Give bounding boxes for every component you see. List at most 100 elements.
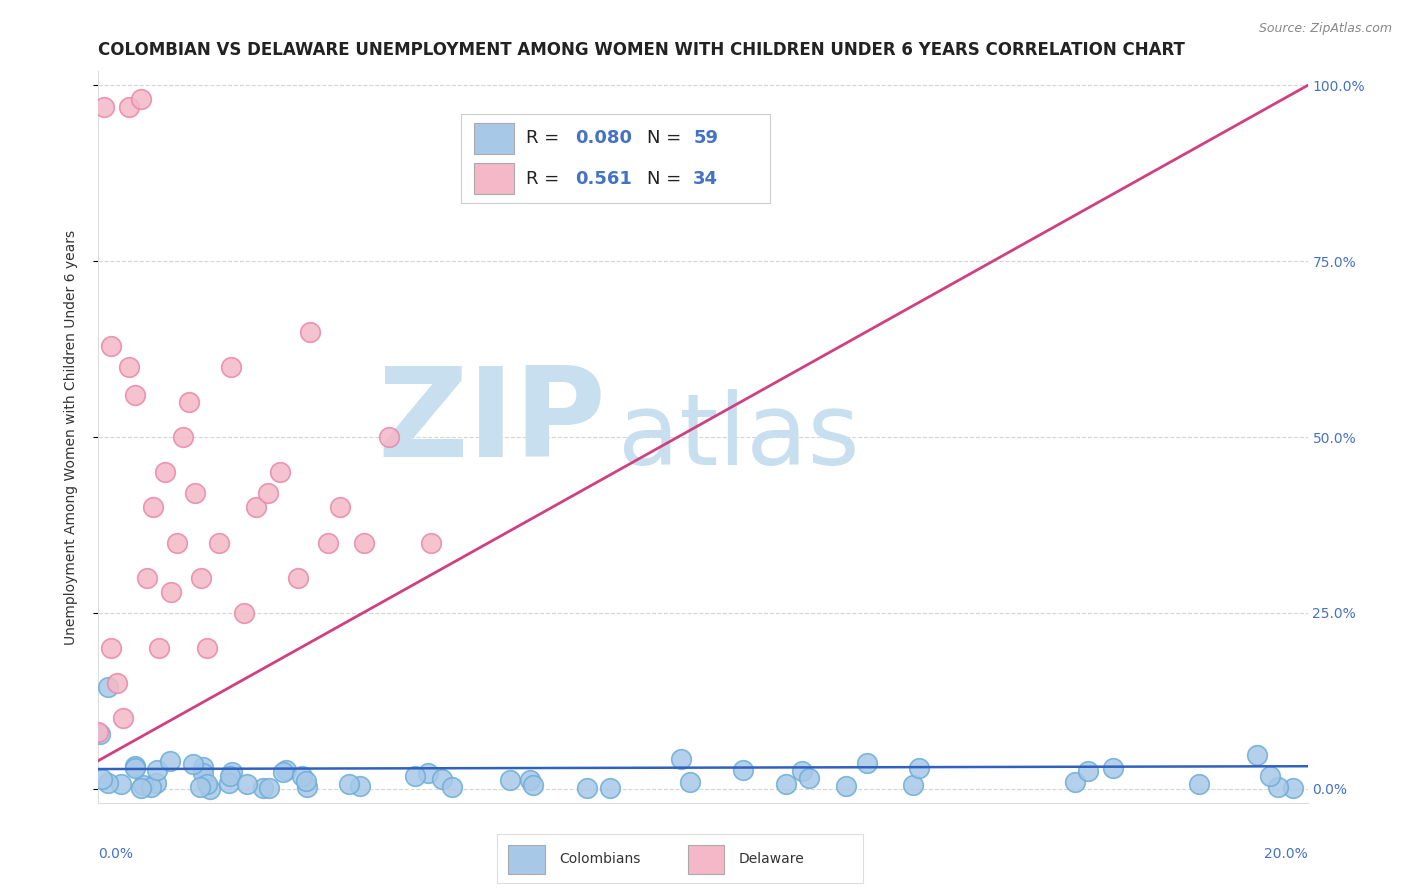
Point [221,359,243,374]
FancyBboxPatch shape [474,123,513,154]
Text: 0.080: 0.080 [575,129,633,147]
FancyBboxPatch shape [688,845,724,874]
Point [145,775,167,789]
Point [90,772,112,786]
Point [1282,780,1305,795]
Point [179,395,201,409]
Text: ZIP: ZIP [378,362,606,483]
Point [855,756,877,770]
Point [118,99,141,113]
Text: Delaware: Delaware [738,852,804,865]
Point [599,781,621,796]
Text: 20.0%: 20.0% [1264,847,1308,861]
Point [153,465,176,479]
Point [294,773,316,788]
Point [89,727,111,741]
Point [148,641,170,656]
Point [195,777,218,791]
Point [184,486,207,500]
Point [519,773,541,788]
Point [218,776,240,790]
Point [252,780,274,795]
Point [1188,777,1211,791]
Point [1246,748,1268,763]
Text: 59: 59 [693,129,718,147]
Text: COLOMBIAN VS DELAWARE UNEMPLOYMENT AMONG WOMEN WITH CHILDREN UNDER 6 YEARS CORRE: COLOMBIAN VS DELAWARE UNEMPLOYMENT AMONG… [98,41,1185,59]
Text: 34: 34 [693,170,718,188]
Point [337,777,360,791]
Text: atlas: atlas [619,389,860,485]
Point [236,777,259,791]
Point [575,781,598,796]
Point [430,772,453,787]
FancyBboxPatch shape [474,163,513,194]
Point [160,584,183,599]
Point [135,571,157,585]
Point [97,776,120,790]
Text: R =: R = [526,170,571,188]
Point [193,766,215,780]
FancyBboxPatch shape [509,845,546,874]
Point [139,780,162,794]
Point [166,535,188,549]
Point [271,765,294,780]
Point [142,500,165,515]
Point [1064,775,1087,789]
Point [100,641,122,656]
Point [1258,769,1281,783]
Point [93,99,115,113]
Point [349,779,371,793]
Point [499,772,522,787]
Point [221,765,243,780]
Point [291,769,314,783]
Point [195,641,218,656]
Point [907,761,929,775]
Point [218,769,240,783]
Point [353,535,375,549]
Text: Colombians: Colombians [560,852,641,865]
Point [1077,764,1099,778]
Text: R =: R = [526,129,565,147]
Text: 0.0%: 0.0% [98,847,134,861]
Point [200,781,222,796]
Point [129,93,152,107]
Point [131,778,153,792]
Point [159,754,181,768]
Point [329,500,352,515]
Point [118,359,141,374]
Point [418,766,440,780]
Point [522,778,544,792]
Point [295,780,318,794]
Point [792,764,814,778]
Text: N =: N = [647,129,686,147]
Point [146,763,169,777]
Point [269,465,291,479]
Point [731,763,754,777]
Point [208,535,231,549]
Point [124,388,146,402]
Point [111,711,134,725]
Text: N =: N = [647,170,686,188]
Point [420,535,443,549]
Point [835,779,858,793]
Point [316,535,339,549]
Point [274,763,297,777]
Point [172,430,194,444]
Point [100,339,122,353]
Point [257,780,280,795]
Point [105,676,128,690]
Text: Source: ZipAtlas.com: Source: ZipAtlas.com [1258,22,1392,36]
Point [181,756,204,771]
Point [799,772,821,786]
Point [404,769,426,783]
Point [287,571,309,585]
Point [256,486,278,500]
Point [97,680,120,694]
Point [124,761,146,775]
Point [190,571,212,585]
Point [110,777,132,791]
Point [232,606,254,620]
Point [669,751,692,765]
Point [1102,761,1125,775]
Text: 0.561: 0.561 [575,170,633,188]
